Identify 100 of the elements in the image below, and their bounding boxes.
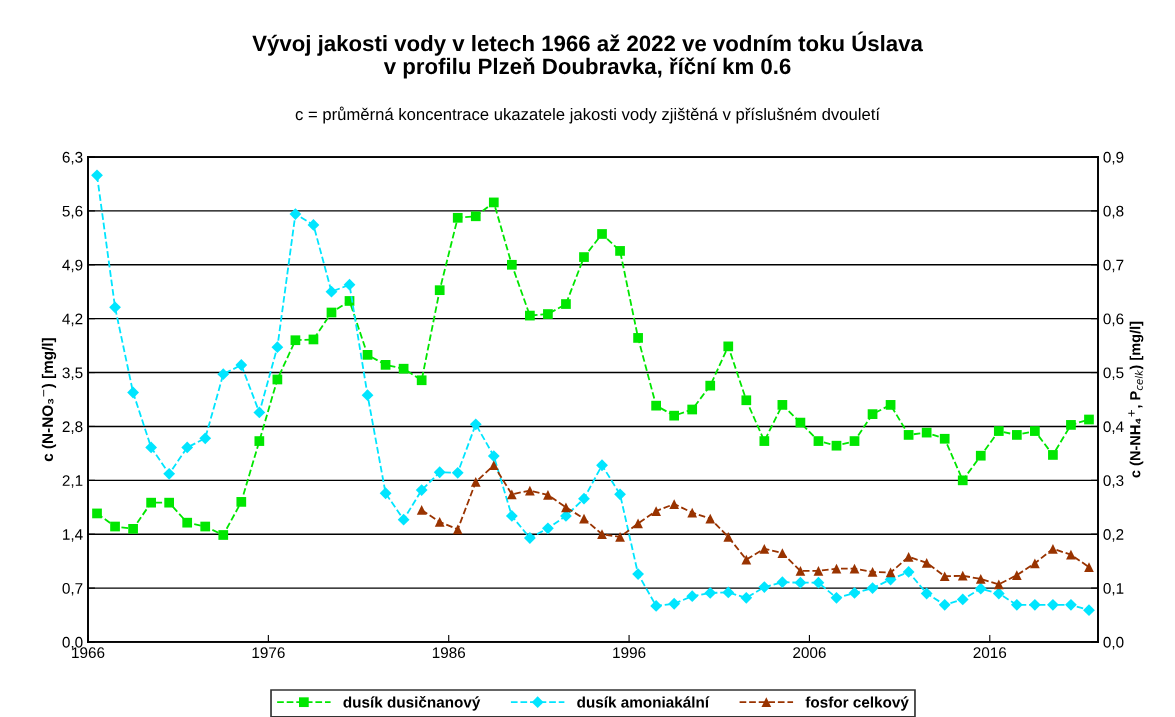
point [487,450,500,462]
y-tick-label: 2,8 [62,421,83,434]
point [1047,598,1059,611]
point [939,571,950,582]
point [921,427,932,438]
point [669,499,680,509]
point [1030,558,1040,569]
point [957,475,968,486]
point [885,400,896,410]
point [687,507,698,518]
point [1010,598,1023,611]
point [163,467,176,480]
point [831,563,842,574]
point [451,466,464,479]
point [1028,598,1041,611]
point [578,492,590,505]
point [650,600,663,612]
point [849,563,860,574]
point [902,566,915,578]
point [632,568,644,580]
point [146,497,156,508]
point [741,554,752,565]
point [722,586,735,599]
y2-tick-label: 0,3 [1103,475,1124,488]
x-tick-label: 2006 [793,647,826,659]
point [506,259,517,270]
point [470,477,481,487]
point [903,551,914,562]
point [561,502,571,513]
point [434,285,445,296]
point [938,598,951,611]
point [777,548,788,558]
point [109,301,121,314]
point [452,212,463,223]
point [668,597,681,610]
y2-tick-label: 0,4 [1103,421,1124,434]
point [505,510,518,522]
y2-tick-label: 0,8 [1103,205,1124,219]
y2-tick-label: 0,2 [1103,529,1124,542]
point [687,404,698,415]
point [975,574,986,584]
point [523,532,536,544]
point [469,418,482,431]
x-tick-label: 2016 [973,647,1007,659]
point [380,360,391,370]
point [867,567,878,577]
point [794,576,807,589]
point [181,441,194,454]
point [543,490,553,500]
point [128,523,138,534]
y-tick-label: 2,1 [62,475,83,488]
chart-subtitle: c = průměrná koncentrace ukazatele jakosti vody zjištěná v příslušném dvouletí [295,106,880,124]
point [127,386,139,399]
point [957,570,968,581]
point [362,349,373,360]
y-tick-label: 6,3 [62,151,83,165]
y2-tick-label: 0,6 [1103,313,1124,327]
point [813,436,824,446]
point [416,375,427,386]
point [956,593,969,606]
point [633,333,643,343]
y-tick-label: 3,5 [62,367,83,381]
point [397,513,410,526]
point [361,389,374,402]
point [831,440,842,451]
point [596,459,608,472]
point [633,518,643,529]
point [488,197,499,208]
point [758,581,771,593]
point [1065,598,1077,611]
legend-label: fosfor celkový [805,696,909,711]
point [812,576,825,589]
point [1083,604,1095,617]
point [615,246,625,256]
x-tick-label: 1996 [613,647,646,659]
point [343,278,356,291]
y2-tick-label: 0,1 [1103,582,1124,596]
point [379,487,392,500]
point [253,406,266,419]
point [903,430,914,440]
point [433,466,446,479]
point [164,497,175,508]
point [325,285,338,298]
point [543,309,553,319]
x-tick-label: 1986 [432,647,466,659]
point [110,521,120,532]
y-tick-label: 0,7 [62,582,83,596]
y-axis-title: c (N-NO₃$^{−}$) [mg/l] [41,338,57,462]
point [776,576,789,589]
point [217,368,230,381]
point [921,557,932,568]
point [91,169,103,182]
point [92,508,102,519]
point [867,409,878,419]
y2-tick-label: 0,0 [1103,636,1124,650]
point [920,587,933,600]
point [434,516,445,527]
point [849,436,860,446]
point [542,522,554,535]
chart-title: Vývoj jakosti vody v letech 1966 až 2022 ve vodním toku Úslava v profilu Plzeň Doubravka, říční km 0.6 [252,31,924,79]
